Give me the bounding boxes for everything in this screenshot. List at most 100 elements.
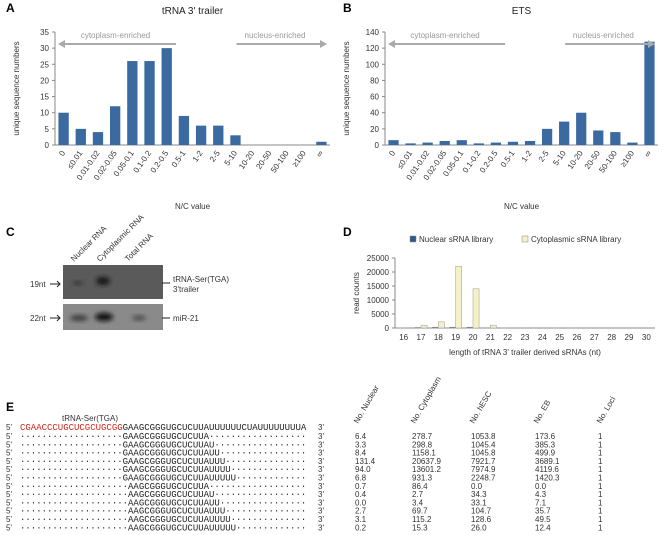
cell: 128.6: [471, 515, 492, 524]
three-prime: 3': [318, 423, 324, 432]
legend-swatch: [409, 235, 417, 243]
y-tick-label: 40: [370, 109, 379, 118]
bar: [455, 266, 462, 329]
x-axis-label: N/C value: [504, 202, 540, 211]
three-prime: 3': [318, 432, 324, 441]
x-tick-label: ≥100: [618, 149, 636, 169]
y-tick-label: 10000: [367, 296, 390, 305]
cell: 131.4: [355, 457, 376, 466]
bar: [405, 143, 416, 145]
target-label: miR-21: [173, 314, 199, 323]
size-label: 22nt: [30, 314, 46, 323]
x-tick-label: 2-5: [208, 149, 222, 164]
bar: [466, 326, 474, 329]
bar: [230, 135, 241, 145]
x-axis-label: length of tRNA 3' trailer derived sRNAs …: [449, 348, 601, 357]
panel-label: D: [343, 225, 352, 239]
y-axis-label: unique sequence numbers: [342, 41, 351, 135]
legend-label: Cytoplasmic sRNA library: [531, 235, 621, 244]
y-tick-label: 15000: [367, 282, 390, 291]
row-sequence: ····················AAGCGGGUGCUCUUAUUU··…: [20, 507, 306, 517]
x-tick-label: 0: [57, 149, 67, 158]
y-tick-label: 20000: [367, 268, 390, 277]
row-sequence: ···················GAAGCGGGUGCUCUUAUUUU·…: [20, 465, 306, 475]
cell: 35.7: [535, 507, 551, 516]
bar: [541, 128, 553, 145]
y-tick-label: 35: [40, 28, 49, 37]
three-prime: 3': [318, 457, 324, 466]
arrow-head: [648, 40, 655, 48]
x-tick-label: 29: [625, 333, 634, 342]
cell: 1: [598, 465, 603, 474]
reference-sequence: CGAACCCUGCUCGCUGCGGGAAGCGGGUGCUCUUAUUUUU…: [20, 423, 307, 433]
bar: [422, 142, 433, 145]
five-prime: 5': [6, 498, 12, 507]
target-label: 3'trailer: [173, 285, 199, 294]
bar: [144, 61, 155, 145]
cell: 1: [598, 515, 603, 524]
cell: 20637.9: [412, 457, 441, 466]
three-prime: 3': [318, 474, 324, 483]
cell: 0.0: [535, 482, 547, 491]
y-tick-label: 100: [366, 60, 380, 69]
y-axis-label: unique sequence numbers: [12, 41, 21, 135]
y-tick-label: 0: [45, 141, 50, 150]
cell: 3689.1: [535, 457, 560, 466]
three-prime: 3': [318, 449, 324, 458]
bar: [110, 106, 121, 145]
bar: [213, 125, 224, 145]
cell: 1: [598, 490, 603, 499]
annotation: nucleus-enriched: [573, 31, 634, 40]
x-tick-label: 2-5: [537, 149, 551, 164]
cell: 0.4: [355, 490, 367, 499]
x-tick-label: 25: [555, 333, 564, 342]
three-prime: 3': [318, 523, 324, 532]
x-tick-label: 0.5-1: [499, 149, 517, 170]
legend-swatch: [521, 235, 529, 243]
bar: [388, 140, 399, 145]
cell: 115.2: [412, 515, 432, 524]
cell: 1045.8: [471, 449, 496, 458]
bar: [127, 61, 138, 145]
cell: 1: [598, 498, 603, 507]
five-prime: 5': [6, 423, 12, 432]
y-tick-label: 5000: [371, 310, 389, 319]
cell: 385.3: [535, 440, 556, 449]
cell: 4119.6: [535, 465, 559, 474]
y-tick-label: 80: [370, 76, 379, 85]
column-header: No. hESC: [468, 390, 494, 425]
x-tick-label: 28: [607, 333, 616, 342]
bar: [414, 327, 422, 329]
x-tick-label: 10-20: [566, 149, 585, 171]
reference-black: GAAGCGGGUGCUCUUAUUUUUUCUAUUUUUUUUA: [123, 423, 307, 433]
y-tick-label: 20: [40, 76, 49, 85]
x-tick-label: 22: [503, 333, 512, 342]
x-tick-label: 23: [521, 333, 530, 342]
five-prime: 5': [6, 465, 12, 474]
bar: [593, 130, 604, 145]
chart-title: tRNA 3' trailer: [162, 6, 224, 17]
bar: [559, 121, 570, 145]
bar: [610, 132, 621, 145]
cell: 0.0: [471, 482, 483, 491]
annotation: cytoplasm-enriched: [81, 31, 150, 40]
cell: 86.4: [412, 482, 428, 491]
column-header: No. Cytoplasm: [409, 375, 443, 425]
x-tick-label: 24: [538, 333, 547, 342]
x-tick-label: 10-20: [237, 149, 256, 171]
bar: [473, 143, 484, 145]
x-tick-label: 20: [469, 333, 478, 342]
bar: [627, 142, 638, 145]
cell: 104.7: [471, 507, 492, 516]
cell: 1053.8: [471, 432, 496, 441]
cell: 931.3: [412, 474, 433, 483]
y-tick-label: 10: [40, 109, 49, 118]
column-header: No. EB: [532, 399, 552, 425]
cell: 3.3: [355, 440, 367, 449]
annotation: nucleus-enriched: [245, 31, 306, 40]
cell: 1: [598, 440, 603, 449]
five-prime: 5': [6, 432, 12, 441]
cell: 13601.2: [412, 465, 441, 474]
bar: [438, 321, 445, 329]
row-sequence: ···················GAAGCGGGUGCUCUUAUUU··…: [20, 457, 306, 467]
